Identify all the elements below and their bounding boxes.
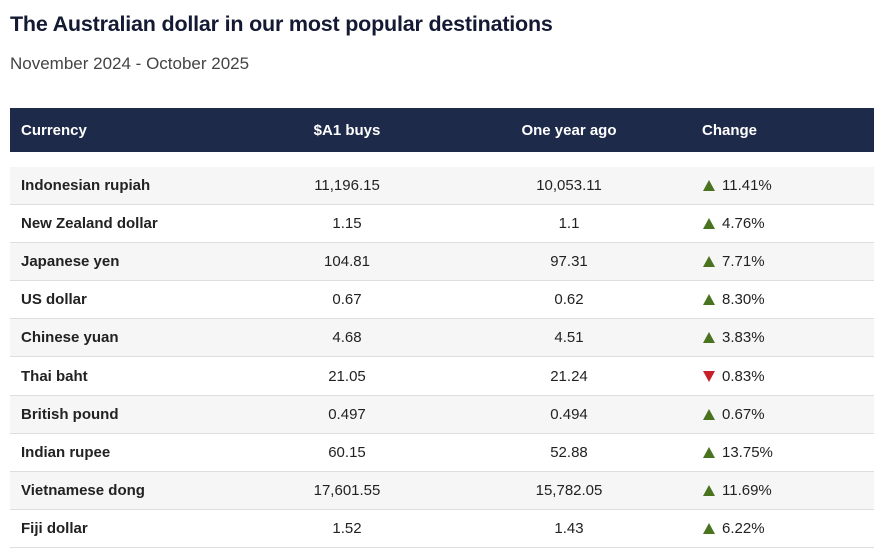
cell-currency: New Zealand dollar (21, 215, 158, 233)
cell-currency: Vietnamese dong (21, 481, 145, 499)
change-value: 6.22% (722, 519, 765, 537)
subtitle: November 2024 - October 2025 (10, 54, 250, 73)
table-row: Japanese yen 104.81 97.31 7.71% (10, 243, 874, 282)
arrow-up (703, 218, 715, 230)
cell-currency: British pound (21, 405, 119, 423)
cell-change: 0.67% (702, 396, 765, 433)
cell-buys: 11,196.15 (314, 177, 380, 194)
triangle (703, 446, 715, 458)
cell-buys: 60.15 (328, 443, 366, 461)
arrow-up (703, 180, 715, 191)
column-header: Change (702, 121, 758, 139)
triangle (703, 332, 715, 344)
column-header: One year ago (521, 121, 617, 139)
change-value: 7.71% (722, 253, 765, 271)
table-row: Fiji dollar 1.52 1.43 6.22% (10, 510, 874, 548)
cell-currency: Indian rupee (21, 443, 111, 461)
cell-change: 11.41% (702, 167, 772, 204)
triangle (703, 294, 715, 306)
change-value: 11.41% (722, 177, 772, 194)
cell-year-ago: 1.43 (554, 519, 584, 537)
cell-change: 3.83% (702, 319, 765, 356)
cell-year-ago: 15,782.05 (535, 481, 603, 499)
cell-buys: 1.15 (332, 215, 362, 233)
change-value: 13.75% (722, 443, 773, 461)
triangle (703, 180, 715, 191)
cell-change: 11.69% (702, 472, 772, 509)
table-row: US dollar 0.67 0.62 8.30% (10, 281, 874, 320)
cell-currency: Japanese yen (21, 253, 120, 271)
cell-year-ago: 52.88 (550, 443, 588, 461)
triangle (703, 256, 715, 268)
triangle (703, 408, 715, 420)
arrow-up (703, 294, 715, 306)
cell-buys: 0.497 (328, 405, 366, 423)
cell-year-ago: 0.62 (554, 291, 584, 309)
table-row: Indonesian rupiah 11,196.15 10,053.11 11.41… (10, 167, 874, 205)
table-header: Currency $A1 buys One year ago Change (10, 108, 874, 152)
cell-currency: Chinese yuan (21, 329, 119, 347)
cell-buys: 4.68 (332, 329, 362, 347)
arrow-up (703, 484, 715, 496)
cell-currency: US dollar (21, 291, 87, 309)
triangle (703, 218, 715, 230)
change-value: 4.76% (722, 215, 765, 233)
table-row: Thai baht 21.05 21.24 0.83% (10, 358, 874, 396)
arrow-up (703, 256, 715, 268)
cell-year-ago: 21.24 (550, 367, 588, 385)
triangle (703, 370, 715, 382)
table-row: New Zealand dollar 1.15 1.1 4.76% (10, 205, 874, 244)
cell-currency: Thai baht (21, 367, 88, 385)
arrow-up (703, 332, 715, 344)
change-value: 8.30% (722, 291, 765, 309)
cell-buys: 104.81 (324, 253, 370, 271)
table-row: British pound 0.497 0.494 0.67% (10, 395, 874, 434)
cell-year-ago: 0.494 (550, 405, 588, 423)
cell-buys: 17,601.55 (313, 481, 381, 499)
title: The Australian dollar in our most popula… (10, 12, 553, 36)
table-row: Chinese yuan 4.68 4.51 3.83% (10, 319, 874, 358)
table-row: Vietnamese dong 17,601.55 15,782.05 11.69% (10, 471, 874, 510)
triangle (703, 484, 715, 496)
column-header: Currency (21, 121, 87, 139)
cell-currency: Fiji dollar (21, 519, 88, 537)
change-value: 0.67% (722, 405, 765, 423)
change-value: 3.83% (722, 329, 765, 347)
arrow-up (703, 522, 715, 534)
triangle (703, 522, 715, 534)
cell-year-ago: 97.31 (550, 253, 588, 271)
cell-change: 0.83% (702, 358, 765, 395)
cell-year-ago: 1.1 (558, 215, 580, 233)
cell-change: 4.76% (702, 205, 765, 242)
cell-buys: 1.52 (332, 519, 362, 537)
cell-year-ago: 10,053.11 (536, 177, 602, 194)
cell-year-ago: 4.51 (554, 329, 584, 347)
cell-change: 8.30% (702, 281, 765, 318)
cell-currency: Indonesian rupiah (21, 177, 151, 194)
arrow-down (703, 370, 715, 382)
arrow-up (703, 408, 715, 420)
arrow-up (703, 446, 715, 458)
cell-change: 13.75% (702, 434, 773, 471)
cell-buys: 0.67 (332, 291, 362, 309)
change-value: 0.83% (722, 367, 765, 385)
cell-change: 7.71% (702, 243, 765, 280)
cell-buys: 21.05 (328, 367, 366, 385)
column-header: $A1 buys (313, 121, 381, 139)
cell-change: 6.22% (702, 510, 765, 547)
change-value: 11.69% (722, 481, 772, 499)
table-row: Indian rupee 60.15 52.88 13.75% (10, 434, 874, 472)
